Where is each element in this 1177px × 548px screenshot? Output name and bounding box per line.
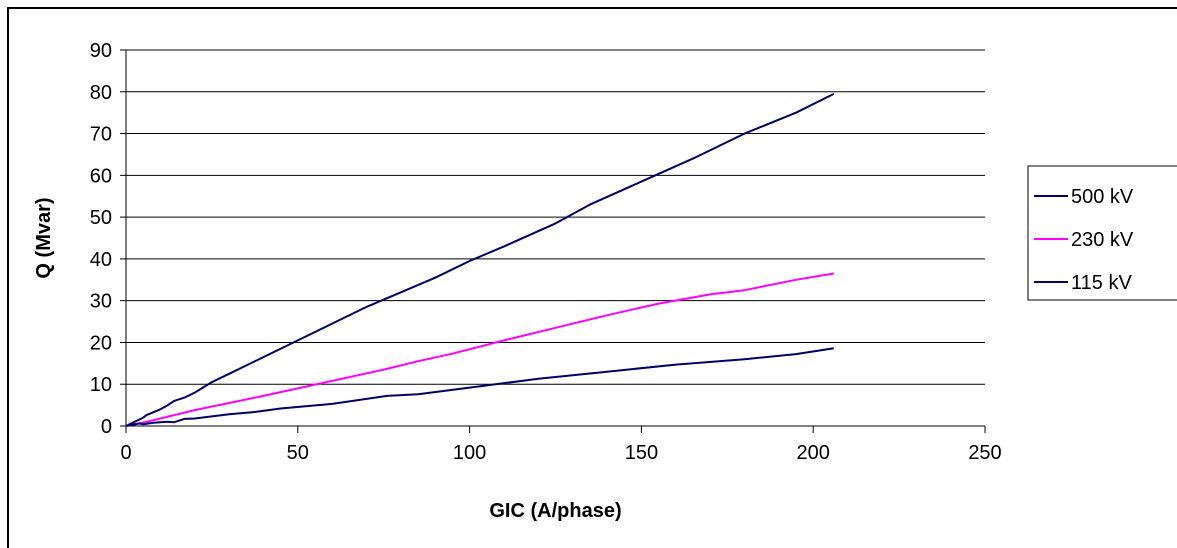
y-tick-label-60: 60	[90, 165, 112, 187]
y-tick-label-20: 20	[90, 332, 112, 354]
y-tick-label-90: 90	[90, 40, 112, 62]
series-layer	[125, 93, 835, 427]
gridlines	[126, 49, 985, 385]
x-tick-label-250: 250	[968, 442, 1001, 464]
series-line-230-kv	[125, 272, 834, 427]
y-tick-label-50: 50	[90, 207, 112, 229]
y-tick-label-40: 40	[90, 249, 112, 271]
legend-box	[1027, 165, 1177, 301]
x-tick-label-100: 100	[453, 442, 486, 464]
series-line-115-kv	[125, 347, 834, 427]
x-tick-label-0: 0	[120, 442, 131, 464]
y-axis-title: Q (Mvar)	[33, 197, 55, 278]
series-line-500-kv	[125, 93, 835, 427]
tick-labels: 0 10 20 30 40 50 60 70 80 90 0 50 100 150 200 250	[90, 40, 1002, 464]
y-tick-label-10: 10	[90, 374, 112, 396]
x-tick-label-150: 150	[625, 442, 658, 464]
axes	[120, 49, 986, 433]
y-tick-label-0: 0	[101, 416, 112, 438]
legend-label-500-kv: 500 kV	[1071, 186, 1134, 208]
chart-frame	[7, 7, 1177, 548]
y-tick-label-30: 30	[90, 291, 112, 313]
legend: 500 kV 230 kV 115 kV	[1027, 165, 1177, 301]
y-tick-label-80: 80	[90, 82, 112, 104]
x-tick-label-50: 50	[287, 442, 309, 464]
legend-label-115-kv: 115 kV	[1071, 272, 1132, 294]
x-axis-title: GIC (A/phase)	[489, 500, 621, 522]
y-tick-label-70: 70	[90, 124, 112, 146]
x-tick-label-200: 200	[797, 442, 830, 464]
legend-label-230-kv: 230 kV	[1071, 229, 1134, 251]
